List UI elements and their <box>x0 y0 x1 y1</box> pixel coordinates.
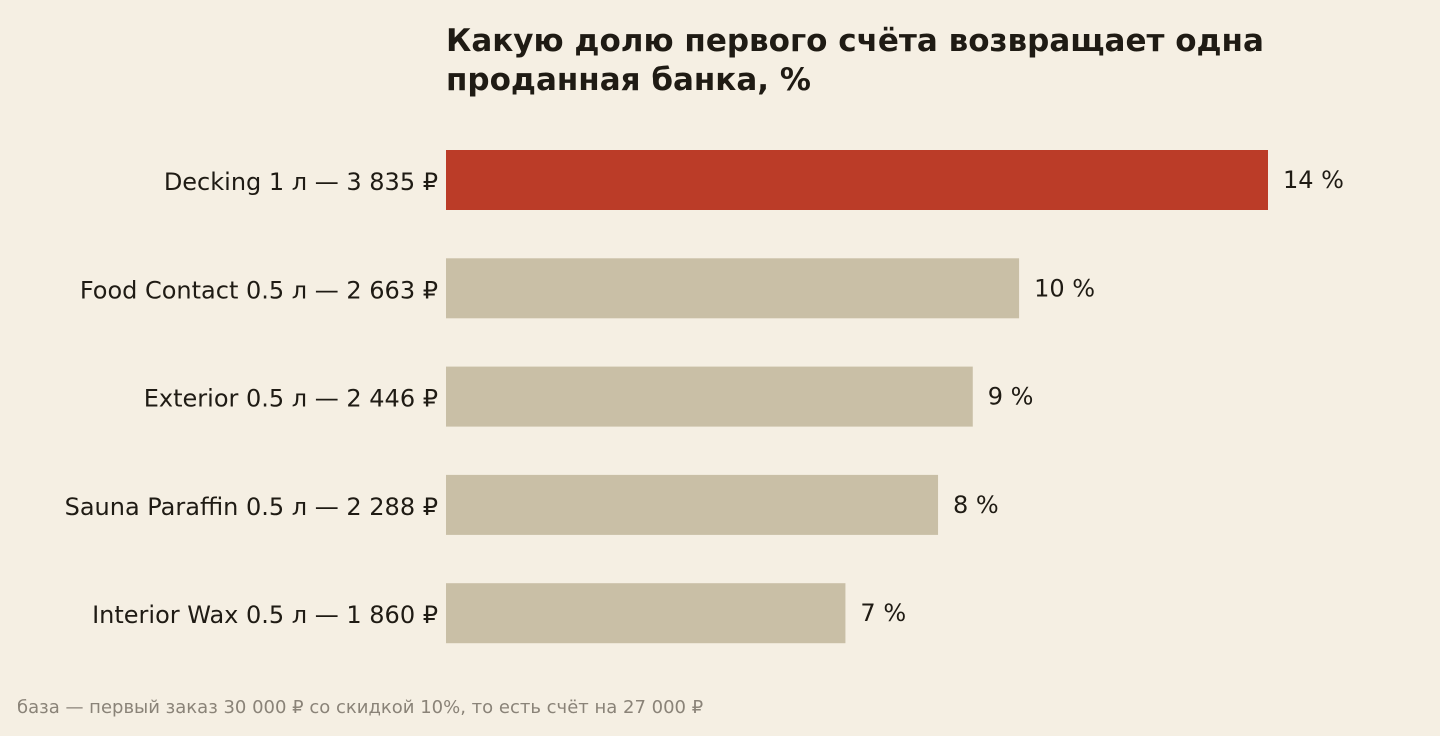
chart-footnote: база — первый заказ 30 000 ₽ со скидкой … <box>17 697 704 718</box>
value-label-4: 7 % <box>860 599 906 627</box>
value-label-1: 10 % <box>1034 274 1095 302</box>
bar-4 <box>446 583 846 644</box>
bar-0 <box>446 150 1268 210</box>
value-label-3: 8 % <box>953 491 999 519</box>
category-label-2: Exterior 0.5 л — 2 446 ₽ <box>144 385 438 413</box>
value-label-0: 14 % <box>1283 166 1344 194</box>
category-label-1: Food Contact 0.5 л — 2 663 ₽ <box>80 276 438 304</box>
category-label-3: Sauna Paraffin 0.5 л — 2 288 ₽ <box>65 493 438 521</box>
chart-title: Какую долю первого счёта возвращает одна… <box>446 23 1264 98</box>
bar-1 <box>446 258 1020 319</box>
value-label-2: 9 % <box>988 383 1034 411</box>
category-label-4: Interior Wax 0.5 л — 1 860 ₽ <box>92 601 438 629</box>
bar-3 <box>446 474 939 535</box>
bar-2 <box>446 366 973 427</box>
category-label-0: Decking 1 л — 3 835 ₽ <box>164 168 438 196</box>
